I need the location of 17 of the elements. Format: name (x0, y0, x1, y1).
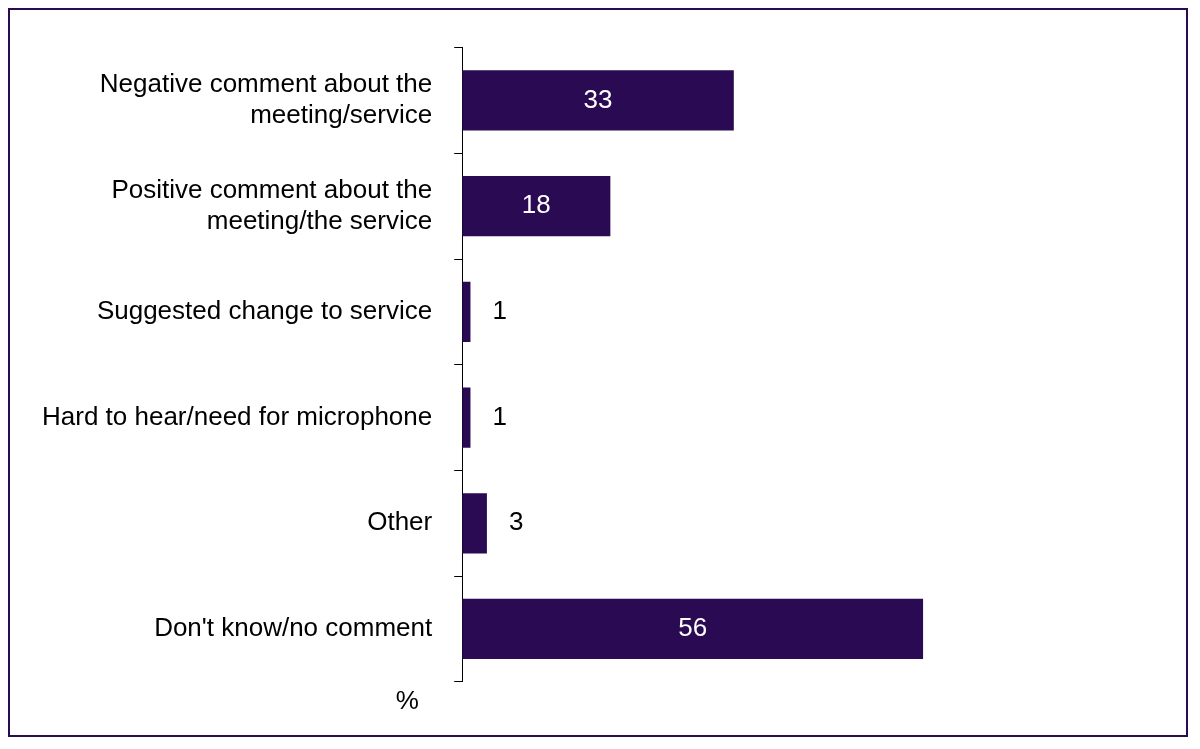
y-tick-label: Positive comment about the meeting/the service (111, 173, 433, 235)
data-label: 33 (583, 83, 613, 114)
data-label: 18 (521, 189, 551, 220)
bar (462, 176, 611, 237)
bar (462, 493, 487, 554)
bar (462, 598, 924, 660)
y-tick-label: Don't know/no comment (154, 612, 433, 643)
x-axis-title: % (395, 684, 419, 715)
y-tick-label: Hard to hear/need for microphone (41, 400, 433, 431)
y-tick-label: Other (367, 506, 433, 537)
data-label: 56 (678, 612, 708, 643)
y-tick-label: Suggested change to service (96, 295, 433, 326)
data-label: 1 (492, 400, 507, 431)
data-label: 1 (492, 295, 507, 326)
data-label: 3 (508, 506, 524, 537)
y-tick-label: Negative comment about the meeting/service (99, 68, 433, 130)
bar (462, 70, 734, 131)
